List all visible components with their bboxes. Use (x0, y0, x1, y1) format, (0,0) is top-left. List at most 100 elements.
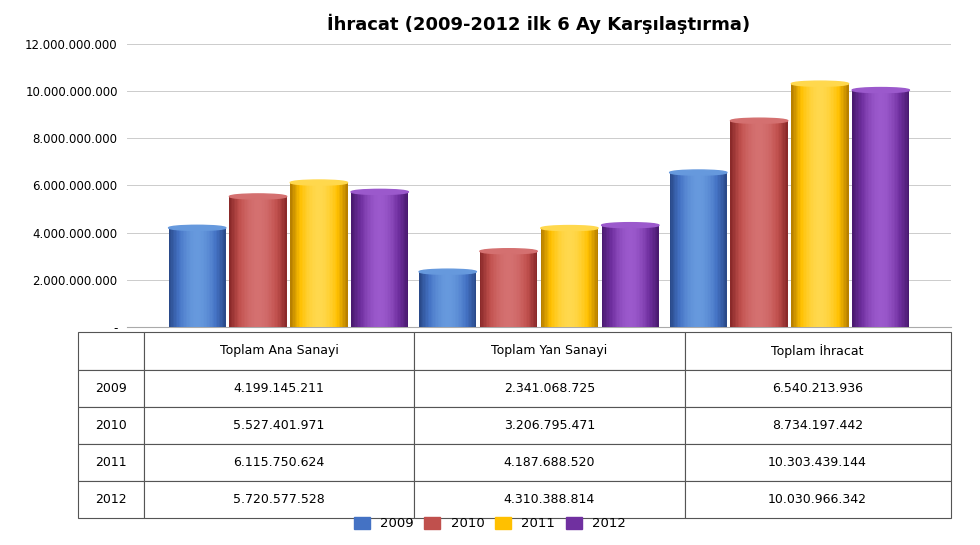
FancyBboxPatch shape (415, 332, 685, 370)
Bar (718, 173, 719, 327)
FancyBboxPatch shape (685, 444, 951, 481)
Bar (473, 272, 475, 327)
Bar (400, 192, 401, 327)
Bar (239, 196, 241, 327)
Bar (885, 90, 887, 327)
FancyBboxPatch shape (415, 444, 685, 481)
Text: 2010: 2010 (95, 419, 127, 432)
Bar (553, 228, 554, 327)
Ellipse shape (290, 180, 348, 185)
Bar (776, 121, 778, 327)
Bar (220, 228, 221, 327)
Bar (483, 251, 484, 327)
Bar (455, 272, 457, 327)
Bar (232, 196, 233, 327)
FancyBboxPatch shape (144, 332, 415, 370)
Bar (555, 228, 557, 327)
Bar (561, 228, 563, 327)
Bar (548, 228, 550, 327)
Bar (879, 90, 881, 327)
Bar (847, 84, 849, 327)
Bar (303, 183, 305, 327)
Bar (799, 84, 800, 327)
Bar (316, 183, 318, 327)
Ellipse shape (791, 81, 849, 86)
Bar (181, 228, 183, 327)
Bar (616, 225, 617, 327)
Bar (786, 121, 788, 327)
FancyBboxPatch shape (415, 481, 685, 518)
FancyBboxPatch shape (685, 407, 951, 444)
Bar (859, 90, 860, 327)
Bar (597, 228, 598, 327)
Bar (293, 183, 295, 327)
Bar (833, 84, 834, 327)
Bar (751, 121, 752, 327)
Bar (674, 173, 675, 327)
Bar (569, 228, 571, 327)
Bar (888, 90, 890, 327)
Bar (672, 173, 674, 327)
Bar (357, 192, 359, 327)
Bar (608, 225, 609, 327)
Bar (346, 183, 348, 327)
Text: 2.341.068.725: 2.341.068.725 (504, 382, 595, 395)
Bar (242, 196, 244, 327)
Bar (251, 196, 252, 327)
FancyBboxPatch shape (144, 407, 415, 444)
Bar (436, 272, 438, 327)
Bar (707, 173, 709, 327)
Bar (908, 90, 909, 327)
Bar (515, 251, 517, 327)
Bar (558, 228, 560, 327)
Bar (722, 173, 724, 327)
Bar (484, 251, 486, 327)
Bar (178, 228, 180, 327)
Bar (527, 251, 528, 327)
Bar (781, 121, 782, 327)
Bar (714, 173, 715, 327)
Bar (481, 251, 483, 327)
Bar (374, 192, 375, 327)
Bar (403, 192, 404, 327)
Bar (487, 251, 489, 327)
Bar (263, 196, 264, 327)
Bar (639, 225, 640, 327)
Bar (219, 228, 220, 327)
Ellipse shape (480, 249, 537, 254)
Bar (854, 90, 855, 327)
Bar (363, 192, 364, 327)
Bar (897, 90, 898, 327)
Bar (194, 228, 196, 327)
Bar (320, 183, 321, 327)
Bar (306, 183, 308, 327)
Bar (572, 228, 573, 327)
Text: Toplam Ana Sanayi: Toplam Ana Sanayi (220, 344, 338, 358)
Bar (872, 90, 873, 327)
Bar (827, 84, 828, 327)
Bar (528, 251, 530, 327)
Bar (739, 121, 741, 327)
Bar (343, 183, 345, 327)
Bar (576, 228, 578, 327)
Bar (248, 196, 250, 327)
Bar (563, 228, 564, 327)
Bar (618, 225, 620, 327)
Bar (493, 251, 494, 327)
Bar (763, 121, 764, 327)
Bar (767, 121, 769, 327)
Bar (229, 196, 231, 327)
Bar (426, 272, 427, 327)
Bar (764, 121, 766, 327)
Bar (579, 228, 581, 327)
Bar (717, 173, 718, 327)
Bar (691, 173, 693, 327)
Bar (605, 225, 606, 327)
Bar (525, 251, 527, 327)
Bar (188, 228, 190, 327)
Bar (285, 196, 287, 327)
Bar (336, 183, 337, 327)
Bar (862, 90, 863, 327)
FancyBboxPatch shape (144, 370, 415, 407)
Bar (635, 225, 636, 327)
